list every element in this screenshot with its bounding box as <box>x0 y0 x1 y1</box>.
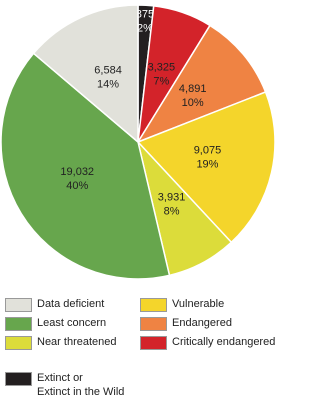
pie-slice <box>136 24 267 144</box>
legend-label: Critically endangered <box>172 336 276 348</box>
value-label: 3,325 <box>148 62 176 74</box>
page: 875 2% 3,325 7% 4,891 10% 9,075 19% 3,931 8% 19,03… <box>0 4 276 398</box>
chart: 875 2% 3,325 7% 4,891 10% 9,075 19% 3,931 8% 19,03… <box>0 4 276 280</box>
value-label: 6,584 <box>94 64 122 76</box>
value-label: 9,075 <box>194 145 222 157</box>
legend-label: Least concern <box>37 317 107 329</box>
legend-swatch <box>5 336 32 350</box>
value-label: 19,032 <box>60 166 94 178</box>
legend-label: Endangered <box>172 317 232 329</box>
legend-label: Vulnerable <box>172 298 225 310</box>
pie-slice <box>0 52 171 280</box>
legend-swatch <box>5 298 32 312</box>
legend-swatch <box>140 298 167 312</box>
percent-label: 14% <box>97 78 119 90</box>
percent-label: 19% <box>196 159 218 171</box>
percent-label: 40% <box>66 180 88 192</box>
legend-swatch <box>5 372 32 386</box>
legend-label: Data deficient <box>37 298 105 310</box>
value-label: 875 <box>136 9 154 21</box>
percent-label: 8% <box>164 206 180 218</box>
legend-swatch <box>140 317 167 331</box>
percent-label: 7% <box>153 76 169 88</box>
legend-label: Extinct or Extinct in the Wild <box>37 372 125 398</box>
legend-label: Near threatened <box>37 336 117 348</box>
pie-slice <box>32 4 139 144</box>
legend-swatch <box>140 336 167 350</box>
value-label: 3,931 <box>158 192 186 204</box>
legend-swatch <box>5 317 32 331</box>
percent-label: 10% <box>182 97 204 109</box>
value-label: 4,891 <box>179 83 207 95</box>
percent-label: 2% <box>137 23 153 35</box>
pie-slice <box>136 91 276 244</box>
